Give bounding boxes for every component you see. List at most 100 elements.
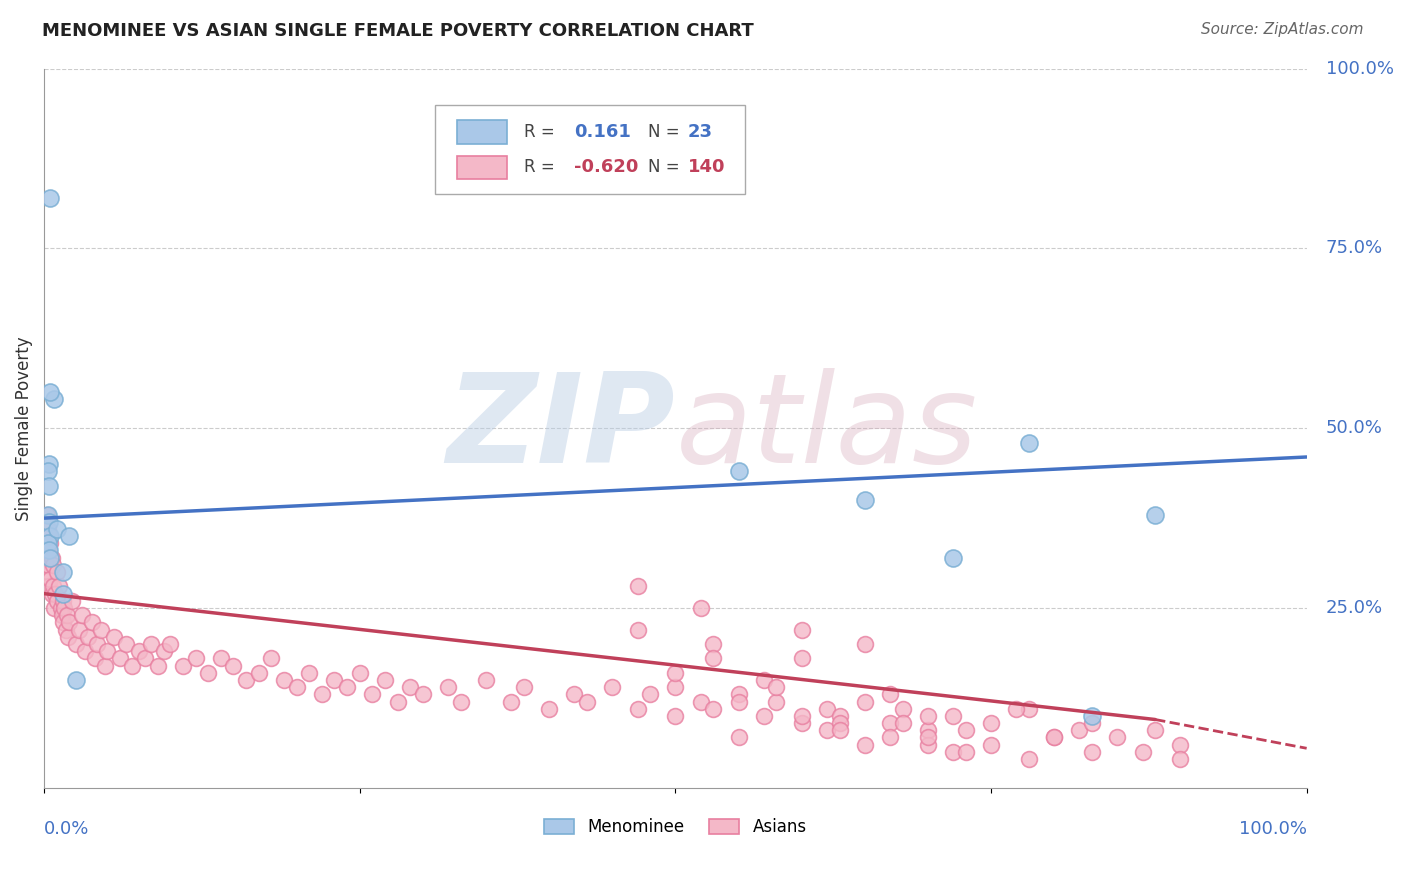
Point bbox=[853, 738, 876, 752]
Point bbox=[39, 529, 62, 543]
FancyBboxPatch shape bbox=[457, 155, 508, 179]
Point bbox=[55, 623, 77, 637]
Point bbox=[209, 651, 232, 665]
Text: R =: R = bbox=[524, 158, 554, 176]
Point bbox=[891, 716, 914, 731]
Point bbox=[41, 550, 63, 565]
Point bbox=[1043, 731, 1066, 745]
Text: MENOMINEE VS ASIAN SINGLE FEMALE POVERTY CORRELATION CHART: MENOMINEE VS ASIAN SINGLE FEMALE POVERTY… bbox=[42, 22, 754, 40]
Point bbox=[52, 587, 75, 601]
Point bbox=[115, 637, 138, 651]
Point bbox=[815, 723, 838, 738]
Point bbox=[83, 651, 105, 665]
Point bbox=[891, 702, 914, 716]
Point bbox=[765, 680, 787, 694]
Text: -0.620: -0.620 bbox=[575, 158, 638, 176]
Point bbox=[38, 529, 60, 543]
Point bbox=[37, 558, 59, 572]
Point bbox=[879, 731, 901, 745]
Point bbox=[44, 587, 66, 601]
Point bbox=[1018, 752, 1040, 766]
Point bbox=[103, 630, 125, 644]
Point bbox=[323, 673, 346, 687]
Point bbox=[42, 558, 65, 572]
Point bbox=[51, 608, 73, 623]
Point bbox=[828, 716, 851, 731]
Point bbox=[626, 702, 648, 716]
Point bbox=[664, 680, 686, 694]
Point bbox=[1043, 731, 1066, 745]
Point bbox=[153, 644, 176, 658]
Point bbox=[172, 658, 194, 673]
Point bbox=[790, 716, 813, 731]
Point bbox=[44, 392, 66, 407]
Point bbox=[39, 572, 62, 586]
Point bbox=[38, 565, 60, 579]
Point bbox=[361, 687, 384, 701]
Point bbox=[247, 665, 270, 680]
Point bbox=[235, 673, 257, 687]
Point bbox=[37, 550, 59, 565]
Point bbox=[39, 191, 62, 205]
Y-axis label: Single Female Poverty: Single Female Poverty bbox=[15, 336, 32, 521]
Point bbox=[790, 709, 813, 723]
Point bbox=[41, 587, 63, 601]
Point bbox=[121, 658, 143, 673]
Point bbox=[38, 457, 60, 471]
Text: ZIP: ZIP bbox=[447, 368, 675, 489]
Point bbox=[60, 594, 83, 608]
Point bbox=[37, 522, 59, 536]
Point bbox=[108, 651, 131, 665]
Point bbox=[45, 565, 67, 579]
Point bbox=[955, 723, 977, 738]
Point bbox=[765, 694, 787, 708]
Point bbox=[86, 637, 108, 651]
Point bbox=[1170, 752, 1192, 766]
Point bbox=[1081, 716, 1104, 731]
Point bbox=[52, 594, 75, 608]
Point bbox=[942, 550, 965, 565]
Text: 0.0%: 0.0% bbox=[44, 821, 90, 838]
Point bbox=[38, 543, 60, 558]
Point bbox=[48, 579, 70, 593]
Point bbox=[260, 651, 283, 665]
Point bbox=[285, 680, 308, 694]
Point bbox=[980, 716, 1002, 731]
Point bbox=[1005, 702, 1028, 716]
Legend: Menominee, Asians: Menominee, Asians bbox=[536, 810, 815, 844]
Point bbox=[184, 651, 207, 665]
Point bbox=[1144, 723, 1167, 738]
Point bbox=[399, 680, 422, 694]
Point bbox=[727, 687, 749, 701]
Text: N =: N = bbox=[648, 158, 679, 176]
Point bbox=[917, 731, 939, 745]
Point bbox=[336, 680, 359, 694]
Point bbox=[37, 464, 59, 478]
Point bbox=[65, 637, 87, 651]
Point bbox=[159, 637, 181, 651]
Text: 100.0%: 100.0% bbox=[1326, 60, 1393, 78]
Text: 0.161: 0.161 bbox=[575, 123, 631, 141]
Point bbox=[412, 687, 434, 701]
Point bbox=[39, 536, 62, 550]
Text: N =: N = bbox=[648, 123, 679, 141]
Point bbox=[146, 658, 169, 673]
Point bbox=[727, 731, 749, 745]
Point bbox=[790, 623, 813, 637]
Point bbox=[73, 644, 96, 658]
Point bbox=[70, 608, 93, 623]
Point bbox=[917, 723, 939, 738]
Point bbox=[349, 665, 371, 680]
Point bbox=[702, 651, 724, 665]
Point bbox=[942, 709, 965, 723]
Point bbox=[828, 709, 851, 723]
Point bbox=[626, 579, 648, 593]
Point bbox=[134, 651, 156, 665]
Point bbox=[49, 601, 72, 615]
Point bbox=[273, 673, 295, 687]
Point bbox=[197, 665, 219, 680]
Point bbox=[93, 658, 115, 673]
Point bbox=[664, 665, 686, 680]
Point bbox=[58, 615, 80, 630]
Point bbox=[45, 522, 67, 536]
